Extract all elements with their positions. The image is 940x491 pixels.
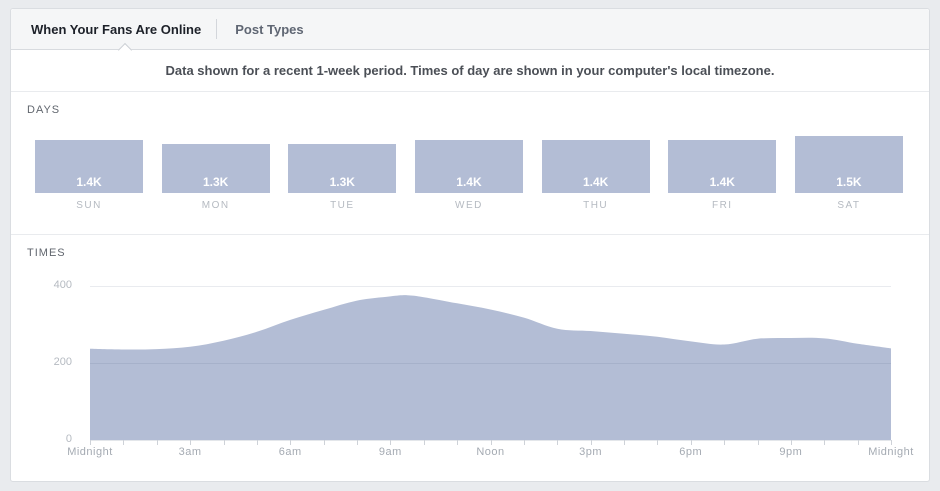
times-section: TIMES 400 200 0 Midnight 3am 6am 9am Noon 3pm 6pm… — [11, 234, 929, 481]
day-bar-group: 1.4K THU — [541, 136, 650, 211]
times-area-svg — [90, 286, 891, 440]
days-section: DAYS 1.4K SUN 1.3K MON 1.3K TUE 1.4K WED 1.4K THU… — [11, 91, 929, 235]
y-axis-label: 0 — [65, 433, 72, 445]
x-axis-tick — [323, 440, 325, 445]
days-section-title: DAYS — [27, 104, 61, 116]
day-bar-stack: 1.3K — [288, 136, 397, 193]
x-axis-label: 9am — [378, 446, 402, 458]
day-label: TUE — [330, 200, 355, 211]
x-axis-label: 6pm — [679, 446, 703, 458]
x-axis-tick — [523, 440, 525, 445]
x-axis-tick — [690, 440, 692, 445]
x-axis-label: 9pm — [779, 446, 803, 458]
x-axis-tick — [457, 440, 459, 445]
day-label: SUN — [76, 200, 102, 211]
x-axis-tick — [256, 440, 258, 445]
x-axis-tick — [190, 440, 192, 445]
x-axis-tick — [724, 440, 726, 445]
x-axis-tick — [657, 440, 659, 445]
day-bar-stack: 1.3K — [161, 136, 270, 193]
day-bar-stack: 1.4K — [414, 136, 523, 193]
day-label: THU — [583, 200, 609, 211]
x-axis-tick — [624, 440, 625, 445]
bar-value-label: 1.3K — [329, 175, 355, 189]
days-bar-row: 1.4K SUN 1.3K MON 1.3K TUE 1.4K WED 1.4K THU 1.4K F… — [35, 136, 903, 211]
x-axis-tick — [757, 440, 759, 445]
day-bar-stack: 1.4K — [668, 136, 777, 193]
tab-post-types[interactable]: Post Types — [235, 21, 304, 37]
x-axis-tick — [90, 440, 91, 445]
tab-divider — [216, 19, 218, 39]
x-axis-tick — [423, 440, 425, 445]
fans-online-card: When Your Fans Are Online Post Types Dat… — [10, 8, 930, 482]
day-bar-group: 1.4K SUN — [35, 136, 143, 211]
day-label: MON — [201, 200, 230, 211]
x-axis-label: Midnight — [67, 446, 113, 458]
x-axis-tick — [223, 440, 225, 445]
x-axis-tick — [824, 440, 826, 445]
day-bar: 1.4K — [35, 140, 143, 193]
day-label: WED — [455, 200, 483, 211]
bar-value-label: 1.4K — [456, 175, 482, 189]
day-bar-stack: 1.5K — [794, 136, 903, 193]
bar-value-label: 1.4K — [709, 175, 735, 189]
x-axis-tick — [290, 440, 292, 445]
x-axis-tick — [790, 440, 792, 445]
notice-bar: Data shown for a recent 1-week period. T… — [11, 49, 929, 92]
day-bar: 1.3K — [288, 144, 397, 193]
x-axis-tick — [490, 440, 492, 445]
x-axis-tick — [357, 440, 358, 445]
day-bar-group: 1.4K WED — [414, 136, 523, 211]
y-axis-label: 200 — [53, 356, 72, 368]
x-axis-tick — [857, 440, 859, 445]
x-axis-tick — [390, 440, 392, 445]
x-axis-tick — [590, 440, 592, 445]
x-axis-tick — [123, 440, 125, 445]
day-bar-stack: 1.4K — [35, 136, 143, 193]
times-area-path — [90, 295, 891, 440]
bar-value-label: 1.3K — [202, 175, 229, 189]
day-label: SAT — [837, 200, 861, 211]
tab-when-your-fans-are-online[interactable]: When Your Fans Are Online — [31, 21, 202, 37]
x-axis-label: Midnight — [868, 446, 914, 458]
day-bar-group: 1.3K MON — [161, 136, 270, 211]
bar-value-label: 1.4K — [76, 175, 102, 189]
day-bar: 1.3K — [161, 144, 270, 193]
times-section-title: TIMES — [27, 247, 66, 259]
bar-value-label: 1.4K — [582, 175, 609, 189]
day-bar: 1.5K — [794, 136, 903, 193]
day-bar: 1.4K — [541, 140, 650, 193]
day-bar: 1.4K — [668, 140, 777, 193]
times-area-chart — [90, 286, 891, 440]
x-axis-label: 3am — [178, 446, 202, 458]
x-axis-label: 3pm — [579, 446, 603, 458]
x-axis-tick — [557, 440, 559, 445]
x-axis-label: Noon — [476, 446, 505, 458]
notice-text: Data shown for a recent 1-week period. T… — [165, 62, 775, 78]
x-axis-label: 6am — [278, 446, 302, 458]
day-bar-group: 1.3K TUE — [288, 136, 397, 211]
day-bar-stack: 1.4K — [541, 136, 650, 193]
tab-bar: When Your Fans Are Online Post Types — [11, 9, 929, 50]
day-bar: 1.4K — [414, 140, 523, 193]
day-label: FRI — [711, 200, 733, 211]
day-bar-group: 1.5K SAT — [794, 136, 903, 211]
bar-value-label: 1.5K — [836, 175, 862, 189]
x-axis-tick — [891, 440, 892, 445]
y-axis-label: 400 — [53, 279, 72, 291]
x-axis-tick — [156, 440, 158, 445]
day-bar-group: 1.4K FRI — [668, 136, 777, 211]
